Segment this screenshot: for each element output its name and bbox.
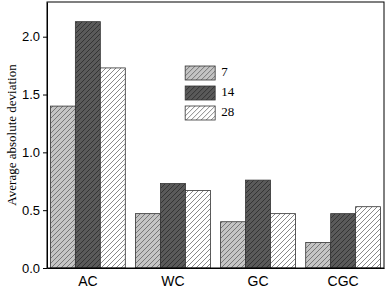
- y-tick-mark: [43, 95, 47, 96]
- legend-label: 7: [221, 64, 228, 79]
- x-axis-line: [48, 268, 385, 269]
- y-tick-label: 1.5: [22, 87, 40, 102]
- bar: [271, 214, 296, 268]
- legend-swatch: [185, 86, 215, 100]
- y-tick: 1.0: [22, 145, 47, 160]
- y-tick-label: 0.5: [22, 203, 40, 218]
- x-tick: AC: [78, 268, 97, 289]
- bar: [246, 180, 271, 268]
- y-tick-label: 2.0: [22, 29, 40, 44]
- plot: 0.0 0.5 1.0 1.5 2.0 AC WC GC CGC 7 14 28: [22, 2, 385, 289]
- y-tick-mark: [43, 268, 47, 269]
- y-axis-line: [47, 3, 48, 269]
- y-axis-title: Average absolute deviation: [4, 64, 19, 206]
- bar: [160, 184, 185, 268]
- bar: [221, 222, 246, 268]
- bar: [306, 243, 331, 268]
- chart: 0.0 0.5 1.0 1.5 2.0 AC WC GC CGC 7 14 28 Average abs…: [0, 0, 389, 300]
- x-tick-label: AC: [78, 273, 97, 289]
- x-tick: CGC: [328, 268, 359, 289]
- bars: [50, 22, 380, 268]
- x-axis: AC WC GC CGC: [48, 268, 385, 289]
- legend-swatch: [185, 106, 215, 120]
- y-axis: 0.0 0.5 1.0 1.5 2.0: [22, 3, 48, 276]
- legend-item: 14: [185, 84, 235, 100]
- y-tick: 2.0: [22, 29, 47, 44]
- y-tick-mark: [43, 210, 47, 211]
- legend-label: 14: [221, 84, 235, 99]
- bar: [75, 22, 100, 268]
- bar: [100, 68, 125, 268]
- plot-frame: [47, 2, 384, 268]
- x-tick-label: GC: [248, 273, 269, 289]
- legend-item: 28: [185, 104, 234, 120]
- x-tick-label: WC: [161, 273, 184, 289]
- bar: [185, 191, 210, 268]
- x-tick: GC: [248, 268, 269, 289]
- bar: [356, 207, 381, 268]
- legend-swatch: [185, 66, 215, 80]
- legend-label: 28: [221, 104, 234, 119]
- y-tick: 1.5: [22, 87, 47, 102]
- y-tick-label: 1.0: [22, 145, 40, 160]
- x-tick-label: CGC: [328, 273, 359, 289]
- bar: [331, 214, 356, 268]
- x-tick: WC: [161, 268, 184, 289]
- bar: [50, 106, 75, 268]
- legend: 7 14 28: [185, 64, 235, 120]
- y-tick-mark: [43, 37, 47, 38]
- bar: [136, 214, 161, 268]
- legend-item: 7: [185, 64, 228, 80]
- y-tick-label: 0.0: [22, 261, 40, 276]
- y-tick: 0.0: [22, 261, 47, 276]
- y-tick-mark: [43, 152, 47, 153]
- y-tick: 0.5: [22, 203, 47, 218]
